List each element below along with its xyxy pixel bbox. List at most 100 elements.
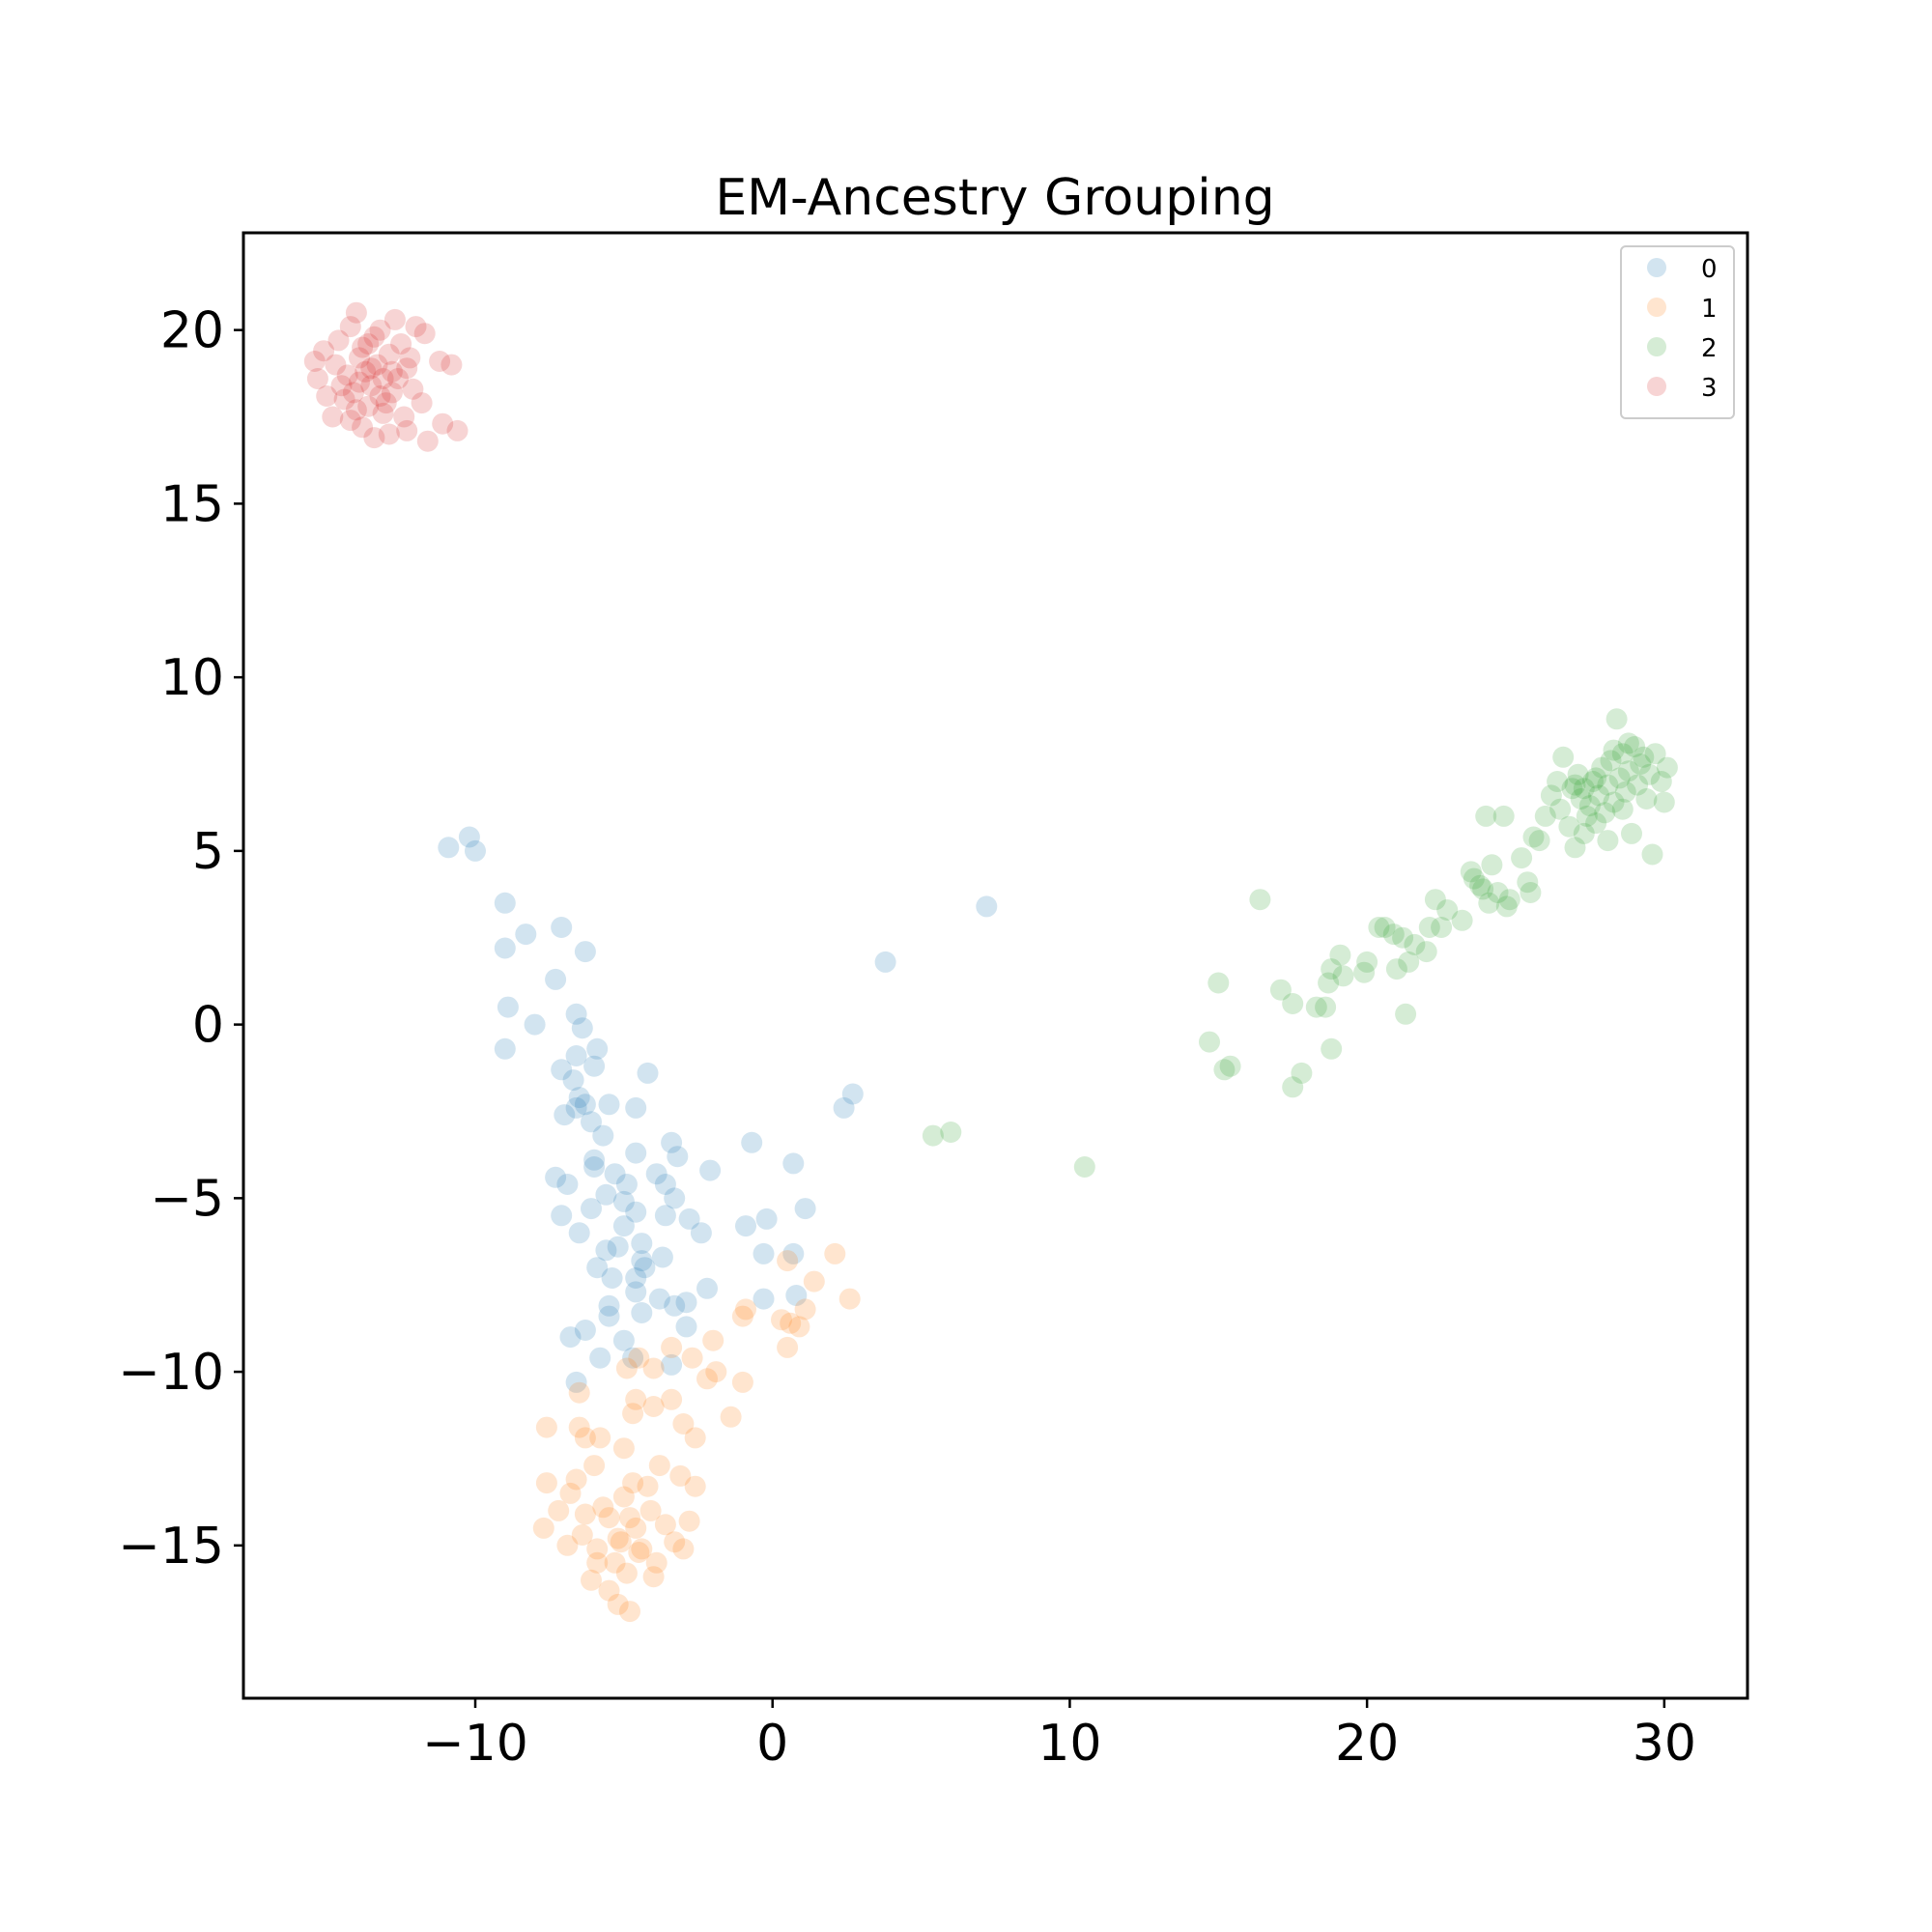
series-0-point-38 xyxy=(699,1159,722,1181)
series-0-point-77 xyxy=(755,1208,778,1230)
series-1-point-56 xyxy=(565,1468,587,1491)
y-tick-label: −10 xyxy=(118,1344,224,1402)
series-2-point-64 xyxy=(1588,784,1610,807)
series-2-point-19 xyxy=(1353,961,1376,983)
series-2-point-15 xyxy=(1321,1037,1343,1060)
series-0-point-35 xyxy=(645,1163,668,1185)
series-2-point-27 xyxy=(1398,951,1420,973)
series-0-point-82 xyxy=(741,1131,763,1153)
series-0-point-51 xyxy=(631,1233,653,1255)
series-1-point-13 xyxy=(720,1406,742,1428)
series-1-point-23 xyxy=(622,1403,644,1425)
series-3-point-49 xyxy=(349,371,370,393)
series-0-point-70 xyxy=(559,1326,582,1349)
series-2-point-35 xyxy=(1460,861,1482,883)
series-0-point-56 xyxy=(634,1257,656,1279)
series-2-point-54 xyxy=(1552,746,1575,768)
series-1-point-51 xyxy=(598,1579,620,1602)
series-2-point-81 xyxy=(1638,763,1661,785)
series-1-point-44 xyxy=(592,1496,614,1519)
series-3-point-8 xyxy=(303,351,326,372)
series-2-point-34 xyxy=(1451,909,1473,931)
series-3-point-16 xyxy=(396,419,418,441)
series-0-point-3 xyxy=(494,892,516,914)
series-2-point-33 xyxy=(1436,899,1459,921)
series-1-point-32 xyxy=(672,1538,695,1560)
series-3-point-15 xyxy=(378,423,400,445)
series-3-point-10 xyxy=(316,385,338,407)
series-1-point-16 xyxy=(731,1371,753,1393)
series-0-point-74 xyxy=(661,1353,683,1376)
series-0 xyxy=(438,826,998,1393)
series-2-point-50 xyxy=(1528,830,1550,852)
series-2-point-6 xyxy=(1219,1055,1241,1077)
series-2-point-92 xyxy=(1547,771,1569,792)
series-2-point-31 xyxy=(1424,889,1446,911)
legend-box xyxy=(1620,245,1735,419)
legend-marker-0 xyxy=(1647,258,1666,277)
series-1-point-37 xyxy=(583,1455,606,1477)
x-tick-label: −10 xyxy=(422,1715,528,1773)
series-1-point-8 xyxy=(625,1388,647,1410)
series-1-point-36 xyxy=(548,1499,570,1521)
series-0-point-39 xyxy=(556,1174,579,1195)
series-2-point-86 xyxy=(1561,778,1583,800)
series-1-point-61 xyxy=(735,1298,756,1321)
series-3-point-41 xyxy=(390,333,412,355)
series-0-point-87 xyxy=(874,951,896,973)
series-0-point-25 xyxy=(581,1111,602,1133)
x-axis: −10 0 10 20 30 xyxy=(422,1698,1696,1773)
series-0-point-8 xyxy=(545,968,567,990)
series-1-point-24 xyxy=(648,1455,670,1477)
series-1 xyxy=(532,1242,861,1623)
series-2-point-82 xyxy=(1641,843,1663,866)
series-2-point-20 xyxy=(1356,951,1378,973)
series-1-point-67 xyxy=(777,1336,799,1358)
series-2-point-74 xyxy=(1617,760,1639,782)
legend-marker-2 xyxy=(1647,337,1666,356)
series-0-point-85 xyxy=(833,1096,855,1119)
series-2-point-9 xyxy=(1282,993,1304,1014)
series-3-point-46 xyxy=(360,357,383,380)
legend-label-2: 2 xyxy=(1701,334,1718,363)
series-0-point-88 xyxy=(976,895,998,918)
series-0-point-29 xyxy=(625,1142,647,1164)
series-1-point-55 xyxy=(586,1538,609,1560)
y-tick-label: 10 xyxy=(160,649,224,707)
series-1-point-22 xyxy=(628,1347,650,1369)
series-2-point-48 xyxy=(1520,882,1542,903)
series-3-point-20 xyxy=(429,351,451,372)
series-0-point-30 xyxy=(661,1131,683,1153)
series-2-point-52 xyxy=(1540,784,1562,807)
y-axis: −15 −10 −5 0 5 10 15 20 xyxy=(118,302,243,1576)
series-3-point-31 xyxy=(360,375,383,397)
series-2-point-41 xyxy=(1481,854,1503,876)
series-1-point-52 xyxy=(556,1534,579,1556)
series-0-point-28 xyxy=(583,1149,606,1171)
series-2-point-43 xyxy=(1492,805,1515,827)
series-1-point-60 xyxy=(731,1305,753,1327)
series-2-point-95 xyxy=(1603,739,1625,761)
series-0-point-71 xyxy=(612,1329,635,1351)
series-2-point-57 xyxy=(1567,763,1589,785)
series-3-point-3 xyxy=(357,333,380,355)
series-1-point-18 xyxy=(661,1336,683,1358)
series-1-point-2 xyxy=(532,1517,554,1539)
series-1-point-29 xyxy=(619,1601,640,1623)
y-tick-label: 20 xyxy=(160,302,224,360)
series-3-point-12 xyxy=(339,410,361,432)
series-3-point-42 xyxy=(330,375,353,397)
series-1-point-59 xyxy=(628,1542,650,1563)
series-0-point-47 xyxy=(678,1208,700,1230)
series-2-point-88 xyxy=(1611,798,1634,820)
series-1-point-7 xyxy=(612,1437,635,1460)
series-1-point-39 xyxy=(622,1472,644,1494)
legend-label-3: 3 xyxy=(1701,374,1718,403)
series-0-point-7 xyxy=(574,941,596,963)
series-1-point-54 xyxy=(642,1566,665,1588)
series-2-point-32 xyxy=(1431,917,1453,938)
series-3-point-50 xyxy=(372,402,394,424)
series-0-point-62 xyxy=(648,1288,670,1310)
